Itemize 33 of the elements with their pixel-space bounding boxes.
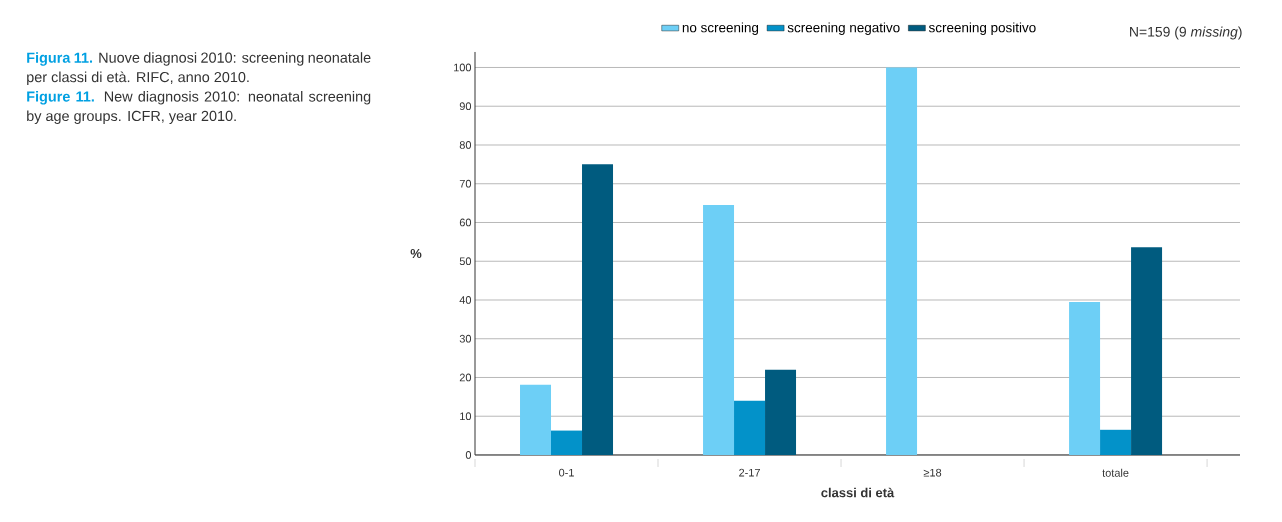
legend-label: screening negativo xyxy=(787,22,900,35)
x-tick-label: 2-17 xyxy=(739,468,760,477)
bar xyxy=(1131,247,1163,455)
y-tick-label: 80 xyxy=(459,141,472,149)
y-tick-label: 40 xyxy=(459,296,472,304)
bar xyxy=(765,369,797,455)
text: Figura 11. Nuove diagnosi 2010: screening neonatale per classi di età. RIFC, anno 2010. xyxy=(27,52,371,86)
y-tick-label: 20 xyxy=(459,373,472,382)
bar xyxy=(582,164,614,455)
x-tick-label: 0-1 xyxy=(559,468,574,477)
x-tick-label: totale xyxy=(1102,468,1129,477)
y-tick-label: 50 xyxy=(459,257,472,266)
y-tick-label: 10 xyxy=(460,412,472,421)
y-tick-label: 90 xyxy=(459,102,472,111)
y-axis-title: % xyxy=(410,248,422,259)
x-axis-title: classi di età xyxy=(821,487,895,498)
bar xyxy=(734,400,766,455)
legend-label: screening positivo xyxy=(928,22,1036,35)
text: N=159 (9 missing) xyxy=(1130,26,1242,40)
bar xyxy=(1100,429,1132,455)
y-tick-label: 30 xyxy=(459,334,472,343)
y-tick-label: 0 xyxy=(465,451,472,459)
bar xyxy=(520,384,552,455)
bar xyxy=(703,205,735,455)
bar xyxy=(1069,301,1101,455)
x-tick-label: ≥18 xyxy=(923,468,942,477)
bar xyxy=(886,67,918,455)
y-tick-label: 60 xyxy=(459,218,472,227)
text: Figure 11. New diagnosis 2010: neonatal screening by age groups. ICFR, year 2010. xyxy=(27,91,371,124)
y-tick-label: 70 xyxy=(459,179,472,188)
legend-label: no screening xyxy=(682,22,759,35)
bar xyxy=(551,430,583,455)
y-tick-label: 100 xyxy=(454,63,472,72)
